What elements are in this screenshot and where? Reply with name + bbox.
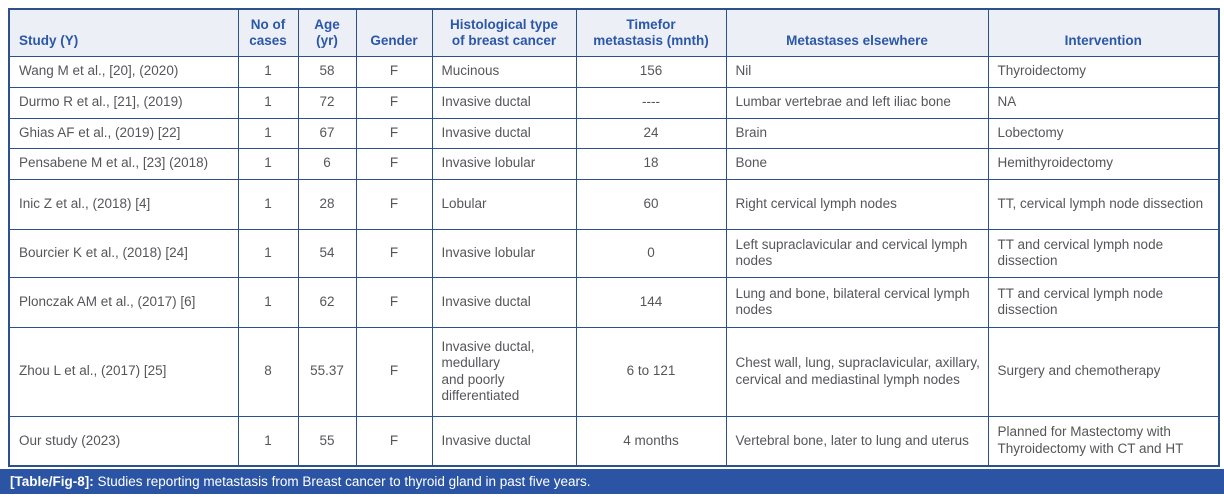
cell-histology: Invasive ductal — [431, 415, 577, 467]
cell-time: 156 — [575, 55, 727, 88]
column-header-time: Timefor metastasis (mnth) — [575, 8, 727, 57]
cell-age: 6 — [297, 147, 357, 180]
cell-metastases: Lung and bone, bilateral cervical lymph … — [725, 276, 989, 328]
cell-cases: 1 — [237, 55, 299, 88]
cell-time: 24 — [575, 117, 727, 149]
cell-time: 6 to 121 — [575, 326, 727, 417]
cell-metastases: Vertebral bone, later to lung and uterus — [725, 415, 989, 467]
cell-metastases: Right cervical lymph nodes — [725, 178, 989, 230]
cell-histology: Invasive ductal — [431, 276, 577, 328]
caption-label: [Table/Fig-8]: — [10, 474, 94, 489]
cell-age: 55 — [297, 415, 357, 467]
cell-gender: F — [355, 117, 433, 149]
cell-age: 55.37 — [297, 326, 357, 417]
cell-cases: 1 — [237, 147, 299, 180]
cell-metastases: Brain — [725, 117, 989, 149]
cell-study: Durmo R et al., [21], (2019) — [8, 86, 239, 119]
cell-age: 28 — [297, 178, 357, 230]
cell-study: Bourcier K et al., (2018) [24] — [8, 228, 239, 278]
column-header-metastases: Metastases elsewhere — [725, 8, 989, 57]
cell-gender: F — [355, 147, 433, 180]
cell-cases: 1 — [237, 415, 299, 467]
cell-gender: F — [355, 178, 433, 230]
cell-cases: 1 — [237, 228, 299, 278]
table-row: Plonczak AM et al., (2017) [6] 1 62 F Invasi… — [8, 276, 1220, 328]
caption-body: Studies reporting metastasis from Breast… — [97, 474, 591, 489]
cell-study: Inic Z et al., (2018) [4] — [8, 178, 239, 230]
cell-time: ---- — [575, 86, 727, 119]
cell-metastases: Left supraclavicular and cervical lymph … — [725, 228, 989, 278]
column-header-age: Age (yr) — [297, 8, 357, 57]
column-header-histology: Histological type of breast cancer — [431, 8, 577, 57]
table-row: Inic Z et al., (2018) [4] 1 28 F Lobular 60 Ri… — [8, 178, 1220, 230]
cell-intervention: Thyroidectomy — [987, 55, 1220, 88]
cell-study: Zhou L et al., (2017) [25] — [8, 326, 239, 417]
cell-metastases: Nil — [725, 55, 989, 88]
cell-cases: 1 — [237, 276, 299, 328]
column-header-intervention: Intervention — [987, 8, 1220, 57]
table-row: Ghias AF et al., (2019) [22] 1 67 F Invasive… — [8, 117, 1220, 149]
table-row: Our study (2023) 1 55 F Invasive ductal 4 mon… — [8, 415, 1220, 467]
table-row: Pensabene M et al., [23] (2018) 1 6 F Invasi… — [8, 147, 1220, 180]
table-row: Durmo R et al., [21], (2019) 1 72 F Invasive… — [8, 86, 1220, 119]
cell-study: Pensabene M et al., [23] (2018) — [8, 147, 239, 180]
cell-time: 4 months — [575, 415, 727, 467]
cell-age: 62 — [297, 276, 357, 328]
table-row: Zhou L et al., (2017) [25] 8 55.37 F Invasiv… — [8, 326, 1220, 417]
cell-age: 54 — [297, 228, 357, 278]
cell-intervention: Surgery and chemotherapy — [987, 326, 1220, 417]
cell-gender: F — [355, 86, 433, 119]
cell-age: 58 — [297, 55, 357, 88]
cell-study: Our study (2023) — [8, 415, 239, 467]
cell-intervention: NA — [987, 86, 1220, 119]
cell-intervention: TT and cervical lymph node dissection — [987, 276, 1220, 328]
cell-age: 72 — [297, 86, 357, 119]
column-header-gender: Gender — [355, 8, 433, 57]
cell-study: Wang M et al., [20], (2020) — [8, 55, 239, 88]
table-body: Wang M et al., [20], (2020) 1 58 F Mucinous 1… — [8, 55, 1220, 467]
table-row: Bourcier K et al., (2018) [24] 1 54 F Invasi… — [8, 228, 1220, 278]
cell-histology: Invasive ductal, medullary and poorly di… — [431, 326, 577, 417]
column-header-study: Study (Y) — [8, 8, 239, 57]
cell-cases: 8 — [237, 326, 299, 417]
header-row: Study (Y) No of cases Age (yr) Gender Histol… — [8, 8, 1220, 57]
cell-metastases: Lumbar vertebrae and left iliac bone — [725, 86, 989, 119]
cell-metastases: Bone — [725, 147, 989, 180]
cell-gender: F — [355, 55, 433, 88]
cell-age: 67 — [297, 117, 357, 149]
cell-histology: Invasive ductal — [431, 117, 577, 149]
cell-histology: Invasive ductal — [431, 86, 577, 119]
table-caption: [Table/Fig-8]: Studies reporting metasta… — [0, 469, 1224, 494]
cell-gender: F — [355, 276, 433, 328]
cell-time: 18 — [575, 147, 727, 180]
cell-cases: 1 — [237, 117, 299, 149]
cell-histology: Invasive lobular — [431, 228, 577, 278]
cell-cases: 1 — [237, 178, 299, 230]
cell-study: Plonczak AM et al., (2017) [6] — [8, 276, 239, 328]
cell-intervention: Hemithyroidectomy — [987, 147, 1220, 180]
cell-gender: F — [355, 326, 433, 417]
cell-time: 144 — [575, 276, 727, 328]
cell-intervention: TT and cervical lymph node dissection — [987, 228, 1220, 278]
cell-metastases: Chest wall, lung, supraclavicular, axill… — [725, 326, 989, 417]
cell-gender: F — [355, 415, 433, 467]
cell-histology: Lobular — [431, 178, 577, 230]
studies-table: Study (Y) No of cases Age (yr) Gender Histol… — [8, 8, 1220, 467]
cell-intervention: TT, cervical lymph node dissection — [987, 178, 1220, 230]
cell-histology: Invasive lobular — [431, 147, 577, 180]
cell-time: 60 — [575, 178, 727, 230]
cell-histology: Mucinous — [431, 55, 577, 88]
table-row: Wang M et al., [20], (2020) 1 58 F Mucinous 1… — [8, 55, 1220, 88]
cell-time: 0 — [575, 228, 727, 278]
cell-cases: 1 — [237, 86, 299, 119]
cell-gender: F — [355, 228, 433, 278]
cell-intervention: Lobectomy — [987, 117, 1220, 149]
column-header-cases: No of cases — [237, 8, 299, 57]
cell-intervention: Planned for Mastectomy with Thyroidectom… — [987, 415, 1220, 467]
cell-study: Ghias AF et al., (2019) [22] — [8, 117, 239, 149]
